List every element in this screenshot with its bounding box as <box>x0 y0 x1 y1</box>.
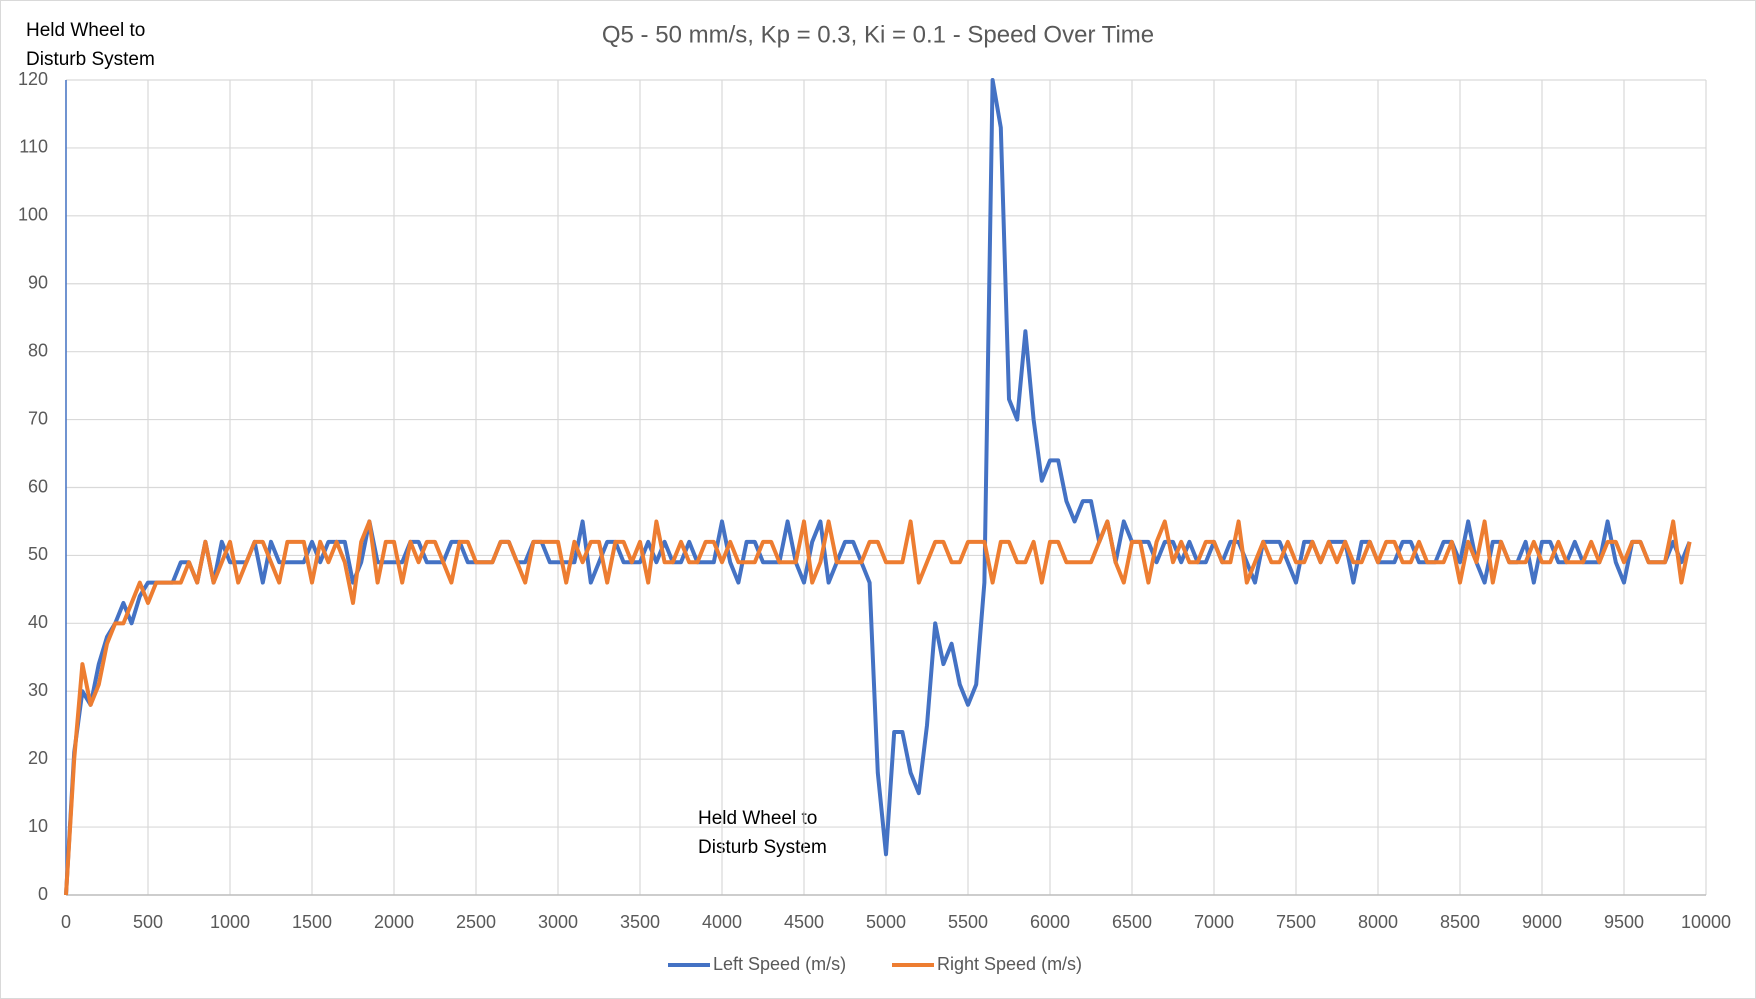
x-tick-label: 0 <box>61 912 71 932</box>
y-tick-label: 100 <box>18 205 48 225</box>
x-tick-label: 1500 <box>292 912 332 932</box>
annotation: Disturb System <box>26 49 155 70</box>
y-tick-label: 120 <box>18 69 48 89</box>
x-tick-label: 6000 <box>1030 912 1070 932</box>
y-tick-label: 50 <box>28 544 48 564</box>
legend-label: Right Speed (m/s) <box>937 954 1082 974</box>
x-tick-label: 6500 <box>1112 912 1152 932</box>
y-tick-label: 20 <box>28 748 48 768</box>
y-tick-label: 40 <box>28 612 48 632</box>
annotation: Held Wheel to <box>698 808 817 829</box>
y-tick-label: 0 <box>38 884 48 904</box>
x-tick-label: 8500 <box>1440 912 1480 932</box>
x-tick-label: 2000 <box>374 912 414 932</box>
x-tick-label: 500 <box>133 912 163 932</box>
x-tick-label: 10000 <box>1681 912 1731 932</box>
annotation: Held Wheel to <box>26 20 145 41</box>
legend-label: Left Speed (m/s) <box>713 954 846 974</box>
y-tick-label: 10 <box>28 816 48 836</box>
x-tick-label: 1000 <box>210 912 250 932</box>
x-tick-label: 7500 <box>1276 912 1316 932</box>
x-tick-label: 5000 <box>866 912 906 932</box>
annotation: Disturb System <box>698 837 827 858</box>
chart-title: Q5 - 50 mm/s, Kp = 0.3, Ki = 0.1 - Speed… <box>602 21 1154 48</box>
x-tick-label: 8000 <box>1358 912 1398 932</box>
series-line <box>64 519 1692 896</box>
y-tick-label: 30 <box>28 680 48 700</box>
y-tick-label: 90 <box>28 273 48 293</box>
x-tick-label: 3500 <box>620 912 660 932</box>
x-tick-label: 4500 <box>784 912 824 932</box>
y-tick-label: 110 <box>19 137 48 157</box>
x-tick-label: 5500 <box>948 912 988 932</box>
x-tick-label: 7000 <box>1194 912 1234 932</box>
x-tick-label: 9000 <box>1522 912 1562 932</box>
y-tick-label: 60 <box>28 476 48 496</box>
y-tick-label: 80 <box>28 340 48 360</box>
x-tick-label: 9500 <box>1604 912 1644 932</box>
x-tick-label: 3000 <box>538 912 578 932</box>
x-tick-label: 4000 <box>702 912 742 932</box>
x-tick-label: 2500 <box>456 912 496 932</box>
y-tick-label: 70 <box>28 408 48 428</box>
